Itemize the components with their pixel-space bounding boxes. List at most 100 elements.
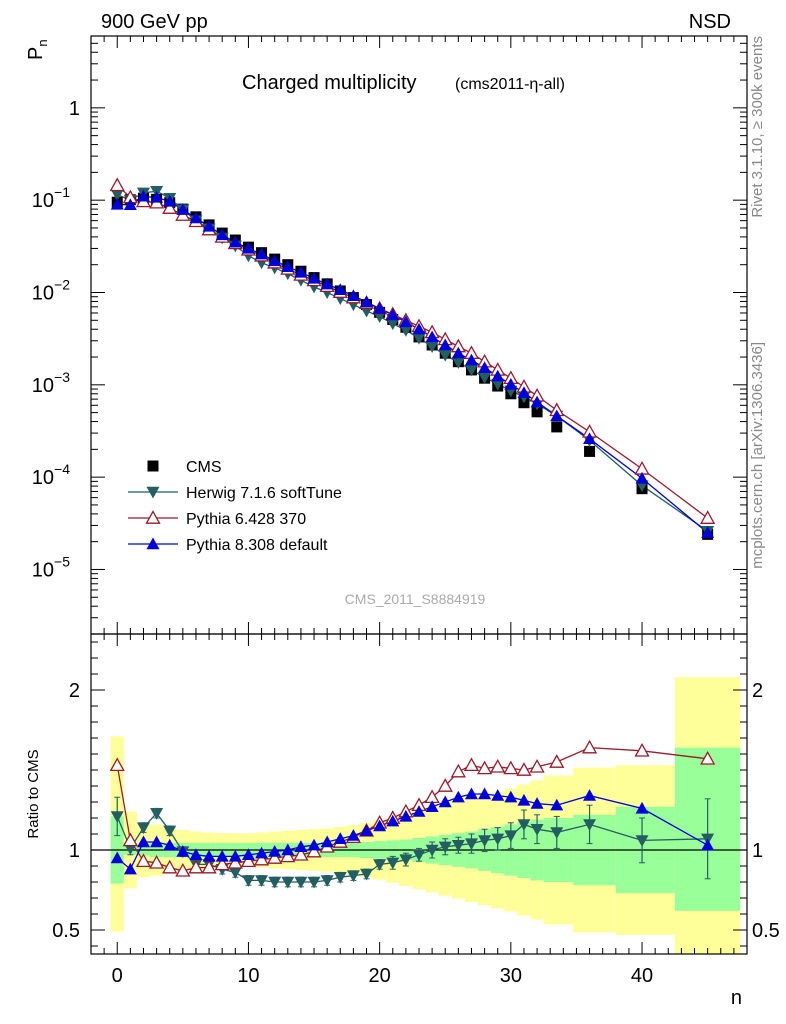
y-tick-base: 10 <box>32 559 54 581</box>
ratio-point <box>412 849 426 862</box>
process-label: NSD <box>689 11 731 33</box>
ratio-point <box>163 838 177 851</box>
ratio-point <box>176 845 190 857</box>
ratio-panel: 0 10 20 30 40 0.5 0.5 1 1 2 2 Ratio to CMS n <box>25 633 780 1009</box>
ratio-y-axis-label: Ratio to CMS <box>25 749 42 838</box>
ratio-point <box>175 862 191 877</box>
ratio-point <box>253 851 270 866</box>
main-y-tick-label: 10−3 <box>32 369 70 397</box>
ratio-point <box>530 797 544 809</box>
main-point <box>425 330 439 343</box>
ratio-point <box>281 843 295 856</box>
ratio-point <box>268 845 282 857</box>
main-y-tick-label: 10−1 <box>32 184 70 212</box>
ratio-point <box>214 856 230 871</box>
main-y-tick-label: 10−5 <box>32 553 70 581</box>
ratio-point <box>550 827 564 839</box>
main-point <box>438 349 452 362</box>
ratio-point <box>241 848 255 860</box>
main-point <box>109 177 125 192</box>
ratio-point <box>463 757 480 772</box>
main-point <box>176 203 190 215</box>
ratio-point <box>550 798 564 811</box>
ratio-point <box>491 789 505 801</box>
y-tick-base: 10 <box>32 190 54 212</box>
ratio-point <box>581 739 598 754</box>
source-label: mcplots.cern.ch [arXiv:1306.3436] <box>749 342 766 569</box>
ratio-point <box>215 849 229 862</box>
ratio-point <box>240 853 257 868</box>
watermark-label: CMS_2011_S8884919 <box>345 591 486 607</box>
ratio-point <box>635 835 649 847</box>
main-series-line <box>116 190 709 532</box>
ratio-point <box>373 859 387 871</box>
main-point <box>136 189 150 202</box>
legend-marker <box>146 486 160 499</box>
legend-label: CMS <box>186 459 222 476</box>
main-point <box>150 190 164 203</box>
ratio-point <box>701 838 715 851</box>
ratio-point <box>320 875 334 887</box>
main-point <box>241 241 255 254</box>
ratio-point <box>583 789 597 801</box>
ratio-point <box>109 757 125 772</box>
main-point <box>399 315 413 328</box>
ratio-point <box>491 833 505 846</box>
ratio-point <box>504 830 518 843</box>
main-point <box>373 302 387 314</box>
ratio-point <box>438 795 452 808</box>
ratio-point <box>228 849 242 862</box>
main-y-tick-label: 1 <box>69 98 80 120</box>
legend: CMS Herwig 7.1.6 softTune Pythia 6.428 370… <box>128 459 342 554</box>
main-point <box>451 357 465 369</box>
ratio-point <box>150 808 164 820</box>
main-y-axis-label: Pn <box>25 39 50 60</box>
main-point <box>438 338 452 351</box>
ratio-point <box>425 800 439 812</box>
ratio-point <box>255 875 269 887</box>
main-point <box>294 265 308 278</box>
ratio-point <box>399 809 413 822</box>
main-point <box>399 325 413 337</box>
main-point <box>491 369 505 382</box>
ratio-point <box>320 835 334 848</box>
legend-marker <box>147 460 159 472</box>
ratio-point <box>110 851 124 864</box>
ratio-point <box>241 875 255 887</box>
ratio-point <box>148 854 165 869</box>
y-tick-base: 10 <box>32 375 54 397</box>
main-point <box>202 219 216 232</box>
ratio-point <box>135 853 152 868</box>
ratio-point <box>228 867 242 879</box>
ratio-point <box>268 876 282 889</box>
main-point <box>255 247 269 260</box>
main-point <box>451 346 465 359</box>
main-y-axis: 110−110−210−310−410−5 <box>32 35 748 635</box>
main-point <box>531 406 543 418</box>
ratio-point <box>438 841 452 854</box>
ratio-point <box>490 758 506 773</box>
ratio-point <box>346 829 360 841</box>
x-tick-label: 30 <box>500 965 522 987</box>
main-point <box>550 409 564 422</box>
ratio-point <box>451 840 465 852</box>
ratio-point <box>503 760 519 775</box>
main-point <box>228 235 242 248</box>
main-point <box>110 189 124 202</box>
main-point <box>464 364 478 377</box>
ratio-point <box>307 876 321 889</box>
ratio-point <box>150 835 164 848</box>
main-point <box>425 341 439 354</box>
legend-marker <box>146 537 160 550</box>
y-label-sub: n <box>35 39 50 46</box>
x-tick-label: 10 <box>237 965 259 987</box>
ratio-point <box>255 846 269 859</box>
y-tick-exponent: −3 <box>54 369 70 385</box>
ratio-point <box>425 844 439 857</box>
y-tick-exponent: −2 <box>54 276 70 292</box>
y-tick-exponent: −4 <box>54 461 70 477</box>
legend-marker <box>145 510 161 524</box>
ratio-point <box>437 778 453 792</box>
main-point <box>583 432 597 445</box>
